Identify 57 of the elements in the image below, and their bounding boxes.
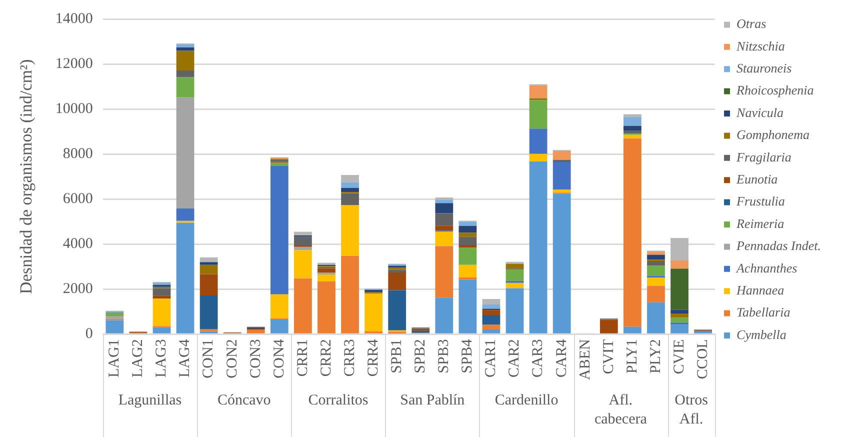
y-tick-label: 12000	[55, 56, 93, 72]
legend-label: Stauroneis	[736, 60, 792, 76]
legend-label: Cymbella	[736, 326, 787, 342]
y-tick-label: 0	[85, 326, 93, 342]
text: Corralitos	[308, 392, 368, 408]
legend-label: Achnanthes	[736, 260, 798, 276]
y-axis-title: Desnidad de organismos (ind/cm²)	[16, 59, 36, 294]
x-tick-label: CCOL	[694, 339, 711, 380]
text: San Pablín	[400, 392, 466, 408]
text: Cóncavo	[217, 392, 271, 408]
legend-label: Frustulia	[736, 194, 786, 209]
x-tick-label: LAG4	[177, 338, 194, 378]
y-tick-label: 14000	[55, 10, 93, 27]
text: Afl. cabecera	[594, 392, 648, 428]
x-tick-label: CVIE	[671, 339, 688, 374]
x-tick-label: CAR2	[506, 339, 523, 378]
x-tick-label: CRR3	[342, 339, 358, 377]
legend-label: Otras	[736, 16, 766, 32]
text: Lagunillas	[118, 392, 182, 408]
x-tick-label: CON3	[248, 339, 264, 378]
legend-label: Nitzschia	[736, 38, 786, 54]
text: Otros Afl.	[674, 392, 708, 428]
legend-label: Rhoicosphenia	[736, 82, 814, 98]
x-tick-label: CRR1	[294, 339, 311, 377]
x-tick-label: LAG3	[154, 339, 170, 378]
legend-label: Reimeria	[736, 216, 785, 231]
x-tick-label: CON2	[224, 339, 240, 378]
legend-label: Pennadas Indet.	[736, 238, 822, 254]
x-tick-label: ABEN	[577, 339, 594, 380]
x-tick-label: LAG1	[106, 339, 123, 378]
legend-label: Navicula	[736, 104, 784, 120]
x-tick-label: CRR4	[365, 338, 382, 377]
x-tick-label: PLY2	[648, 339, 664, 374]
legend-label: Gomphonema	[736, 127, 810, 142]
x-tick-label: CON1	[200, 339, 217, 378]
x-tick-label: SPB3	[436, 339, 452, 374]
x-tick-label: SPB4	[460, 338, 476, 374]
x-tick-label: CAR4	[554, 338, 570, 378]
legend-label: Fragilaria	[736, 149, 792, 164]
x-tick-label: SPB1	[389, 339, 406, 374]
y-tick-label: 6000	[62, 191, 93, 208]
y-tick-label: 8000	[62, 146, 93, 162]
y-tick-label: 2000	[62, 281, 93, 298]
x-tick-label: CAR3	[530, 339, 546, 378]
y-tick-label: 10000	[55, 100, 93, 117]
x-tick-label: CAR1	[483, 339, 500, 378]
y-tick-label: 4000	[62, 236, 93, 252]
x-tick-label: CRR2	[318, 339, 334, 377]
legend-label: Tabellaria	[736, 304, 791, 320]
x-tick-label: CVIT	[600, 339, 617, 374]
x-tick-label: SPB2	[412, 339, 429, 374]
x-tick-label: LAG2	[130, 339, 146, 378]
text: Cardenillo	[494, 392, 558, 408]
legend-label: Eunotia	[736, 172, 778, 187]
x-tick-label: PLY1	[624, 339, 640, 374]
legend-label: Hannaea	[736, 282, 785, 298]
x-tick-label: CON4	[271, 338, 288, 378]
